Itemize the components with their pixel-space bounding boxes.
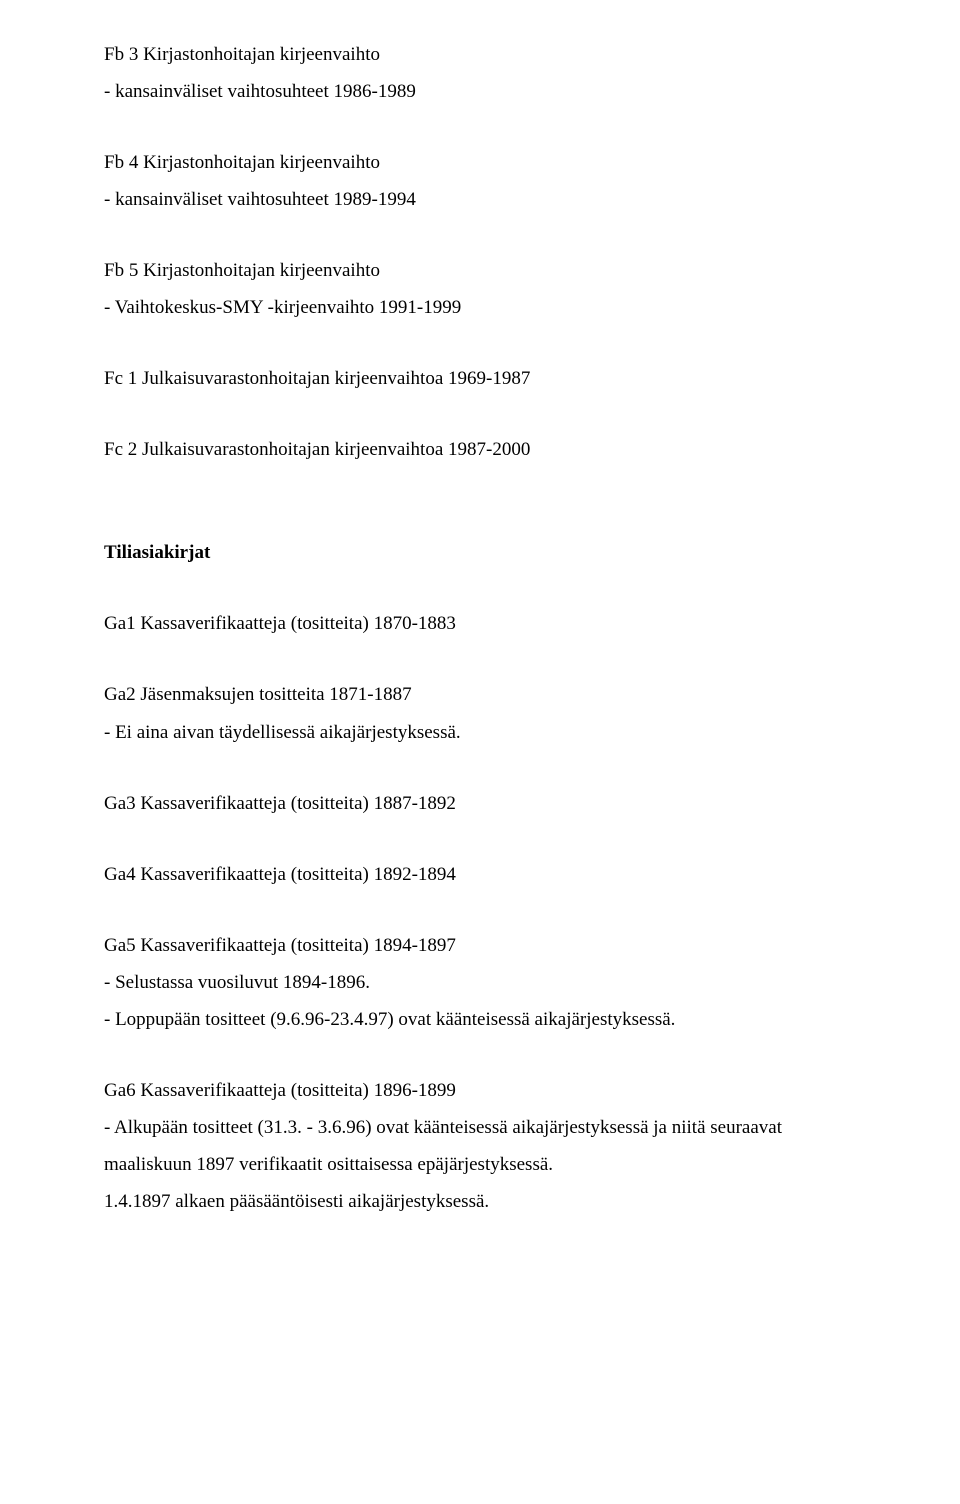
entry-title: Fb 4 Kirjastonhoitajan kirjeenvaihto [104, 144, 856, 181]
entry-line: 1.4.1897 alkaen pääsääntöisesti aikajärj… [104, 1183, 856, 1220]
entry-title: Ga2 Jäsenmaksujen tositteita 1871-1887 [104, 676, 856, 713]
entry-ga6: Ga6 Kassaverifikaatteja (tositteita) 189… [104, 1072, 856, 1220]
entry-fb3: Fb 3 Kirjastonhoitajan kirjeenvaihto - k… [104, 36, 856, 110]
document-page: Fb 3 Kirjastonhoitajan kirjeenvaihto - k… [0, 0, 960, 1504]
entry-line: - Selustassa vuosiluvut 1894-1896. [104, 964, 856, 1001]
entry-line: - Loppupään tositteet (9.6.96-23.4.97) o… [104, 1001, 856, 1038]
entry-title: Ga5 Kassaverifikaatteja (tositteita) 189… [104, 927, 856, 964]
entry-line: - Ei aina aivan täydellisessä aikajärjes… [104, 714, 856, 751]
entry-ga4: Ga4 Kassaverifikaatteja (tositteita) 189… [104, 856, 856, 893]
entry-fc2: Fc 2 Julkaisuvarastonhoitajan kirjeenvai… [104, 431, 856, 468]
entry-ga1: Ga1 Kassaverifikaatteja (tositteita) 187… [104, 605, 856, 642]
entry-title: Fb 5 Kirjastonhoitajan kirjeenvaihto [104, 252, 856, 289]
entry-line: - Vaihtokeskus-SMY -kirjeenvaihto 1991-1… [104, 289, 856, 326]
entry-line: - kansainväliset vaihtosuhteet 1986-1989 [104, 73, 856, 110]
entry-line: - Alkupään tositteet (31.3. - 3.6.96) ov… [104, 1109, 856, 1183]
entry-ga5: Ga5 Kassaverifikaatteja (tositteita) 189… [104, 927, 856, 1038]
entry-title: Fb 3 Kirjastonhoitajan kirjeenvaihto [104, 36, 856, 73]
entry-fb5: Fb 5 Kirjastonhoitajan kirjeenvaihto - V… [104, 252, 856, 326]
entry-title: Ga6 Kassaverifikaatteja (tositteita) 189… [104, 1072, 856, 1109]
entry-fb4: Fb 4 Kirjastonhoitajan kirjeenvaihto - k… [104, 144, 856, 218]
entry-line: - kansainväliset vaihtosuhteet 1989-1994 [104, 181, 856, 218]
entry-fc1: Fc 1 Julkaisuvarastonhoitajan kirjeenvai… [104, 360, 856, 397]
section-heading: Tiliasiakirjat [104, 534, 856, 571]
entry-ga3: Ga3 Kassaverifikaatteja (tositteita) 188… [104, 785, 856, 822]
entry-ga2: Ga2 Jäsenmaksujen tositteita 1871-1887 -… [104, 676, 856, 750]
